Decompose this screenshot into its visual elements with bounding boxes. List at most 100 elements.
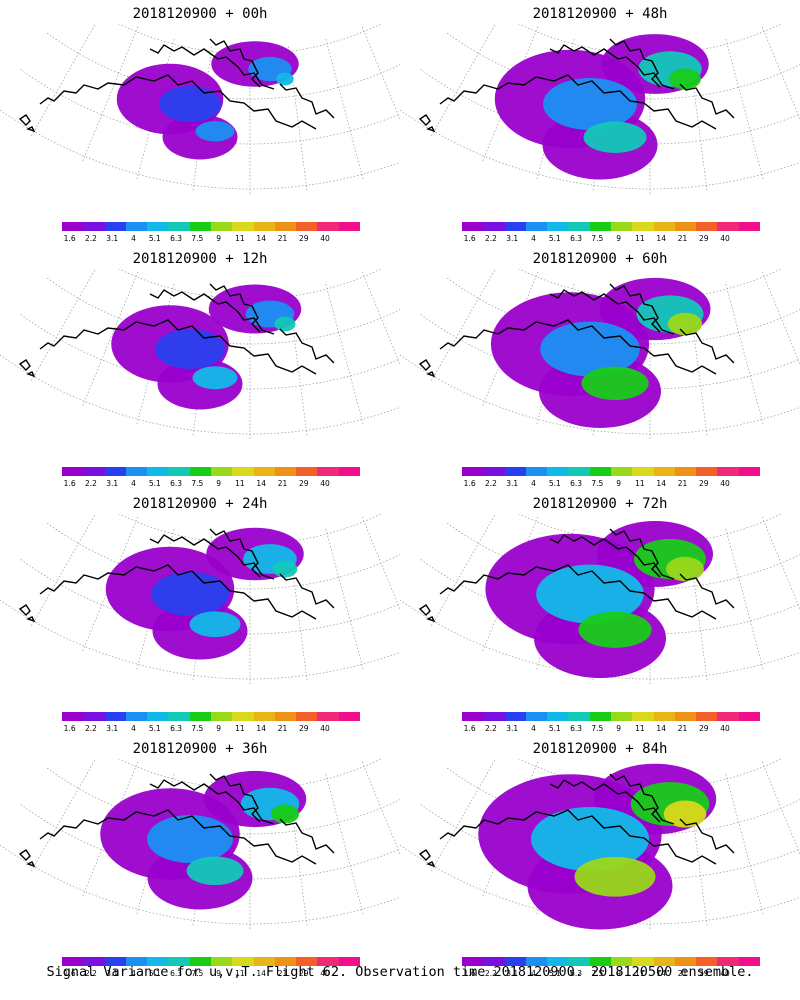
colorbar-tick-label: 21	[677, 724, 688, 733]
lat-lon-grid	[0, 269, 400, 439]
panel-title: 2018120900 + 24h	[132, 496, 268, 512]
colorbar-tick-label: 3.1	[106, 724, 119, 733]
colorbar	[462, 957, 760, 966]
colorbar-tick-label: 40	[720, 234, 730, 243]
colorbar-swatch	[104, 222, 126, 231]
colorbar-swatch	[317, 712, 339, 721]
colorbar-tick-label: 3.1	[506, 969, 519, 978]
colorbar-swatch	[504, 467, 526, 476]
colorbar-tick-label: 4	[531, 969, 536, 978]
colorbar-swatch	[462, 957, 484, 966]
colorbar-swatch	[62, 712, 84, 721]
colorbar-swatch	[589, 222, 611, 231]
colorbar-swatch	[189, 222, 211, 231]
map-panel: 2018120900 + 60h 1.6 2.2 3.1 4 5.1 6.3 7.5 9 11 14…	[400, 245, 800, 490]
colorbar-tick-label: 5.1	[148, 479, 161, 488]
panel-title: 2018120900 + 48h	[532, 6, 668, 22]
colorbar-tick-label: 1.6	[63, 479, 76, 488]
colorbar-swatch	[547, 467, 569, 476]
colorbar-tick-label: 7.5	[591, 724, 604, 733]
map-panel: 2018120900 + 24h 1.6 2.2 3.1 4 5.1 6.3 7.5 9 11 14…	[0, 490, 400, 735]
variance-contour	[578, 611, 652, 648]
colorbar-swatch	[338, 712, 360, 721]
variance-contour	[540, 321, 640, 377]
map-panel: 2018120900 + 00h 1.6 2.2 3.1 4 5.1 6.3 7.5 9 11 14…	[0, 0, 400, 245]
colorbar-swatch	[632, 957, 654, 966]
colorbar-swatch	[147, 467, 169, 476]
colorbar-tick-label: 4	[531, 479, 536, 488]
colorbar	[462, 467, 760, 476]
colorbar-tick-label: 21	[677, 969, 688, 978]
variance-contour	[531, 807, 649, 871]
colorbar-tick-label: 14	[256, 969, 266, 978]
colorbar-swatch	[338, 957, 360, 966]
colorbar-swatch	[317, 957, 339, 966]
colorbar-swatch	[547, 712, 569, 721]
colorbar-tick-label: 4	[131, 969, 136, 978]
colorbar-tick-label: 2.2	[84, 969, 97, 978]
colorbar-tick-label: 29	[299, 234, 309, 243]
colorbar-swatch	[738, 222, 760, 231]
map-panel: 2018120900 + 84h 1.6 2.2 3.1 4 5.1 6.3 7.5 9 11 14…	[400, 735, 800, 980]
colorbar-swatch	[296, 957, 318, 966]
variance-contour	[274, 316, 296, 332]
colorbar-swatch	[83, 467, 105, 476]
variance-contour	[663, 800, 707, 828]
colorbar-swatch	[232, 222, 254, 231]
colorbar-swatch	[674, 712, 697, 721]
colorbar-tick-label: 21	[277, 969, 288, 978]
colorbar-swatch	[674, 957, 697, 966]
coastline	[418, 528, 735, 623]
colorbar-swatch	[210, 712, 233, 721]
colorbar-tick-label: 3.1	[106, 479, 119, 488]
variance-field	[111, 284, 302, 410]
colorbar-swatch	[653, 222, 675, 231]
variance-field	[100, 770, 307, 910]
colorbar-tick-label: 6.3	[170, 479, 183, 488]
colorbar-swatch	[232, 712, 254, 721]
colorbar-swatch	[317, 467, 339, 476]
colorbar-tick-label: 11	[635, 724, 645, 733]
colorbar-tick-label: 6.3	[570, 234, 583, 243]
colorbar-tick-label: 4	[131, 234, 136, 243]
colorbar-swatch	[317, 222, 339, 231]
colorbar-ticks: 1.6 2.2 3.1 4 5.1 6.3 7.5 9 11 14 21 29 40	[462, 234, 760, 244]
colorbar-swatch	[504, 957, 526, 966]
colorbar-ticks: 1.6 2.2 3.1 4 5.1 6.3 7.5 9 11 14 21 29 40	[62, 234, 360, 244]
colorbar-tick-label: 11	[235, 969, 245, 978]
variance-contour	[543, 78, 637, 130]
colorbar-tick-label: 1.6	[463, 724, 476, 733]
colorbar-tick-label: 7.5	[191, 969, 204, 978]
colorbar-swatch	[717, 467, 739, 476]
colorbar-tick-label: 7.5	[191, 479, 204, 488]
map-panel: 2018120900 + 48h 1.6 2.2 3.1 4 5.1 6.3 7.5 9 11 14…	[400, 0, 800, 245]
colorbar-tick-label: 40	[320, 724, 330, 733]
colorbar-swatch	[253, 957, 275, 966]
colorbar-swatch	[125, 957, 148, 966]
coastline	[18, 773, 335, 868]
colorbar-tick-label: 7.5	[591, 969, 604, 978]
variance-map	[400, 269, 800, 439]
colorbar-swatch	[568, 957, 590, 966]
colorbar-tick-label: 1.6	[63, 724, 76, 733]
colorbar-tick-label: 11	[635, 234, 645, 243]
colorbar-tick-label: 2.2	[84, 724, 97, 733]
colorbar-tick-label: 6.3	[570, 724, 583, 733]
coastline	[18, 283, 335, 378]
colorbar-tick-label: 1.6	[463, 969, 476, 978]
colorbar-tick-label: 14	[656, 724, 666, 733]
colorbar-swatch	[653, 467, 675, 476]
colorbar-swatch	[104, 467, 126, 476]
colorbar-tick-label: 5.1	[148, 234, 161, 243]
colorbar-tick-label: 6.3	[570, 969, 583, 978]
panel-title: 2018120900 + 12h	[132, 251, 268, 267]
colorbar-tick-label: 14	[256, 724, 266, 733]
colorbar-tick-label: 4	[131, 724, 136, 733]
coastline	[418, 38, 735, 133]
colorbar-swatch	[210, 222, 233, 231]
colorbar-swatch	[589, 712, 611, 721]
colorbar-ticks: 1.6 2.2 3.1 4 5.1 6.3 7.5 9 11 14 21 29 40	[462, 479, 760, 489]
colorbar-tick-label: 2.2	[84, 479, 97, 488]
colorbar-tick-label: 7.5	[591, 234, 604, 243]
colorbar-tick-label: 3.1	[106, 234, 119, 243]
